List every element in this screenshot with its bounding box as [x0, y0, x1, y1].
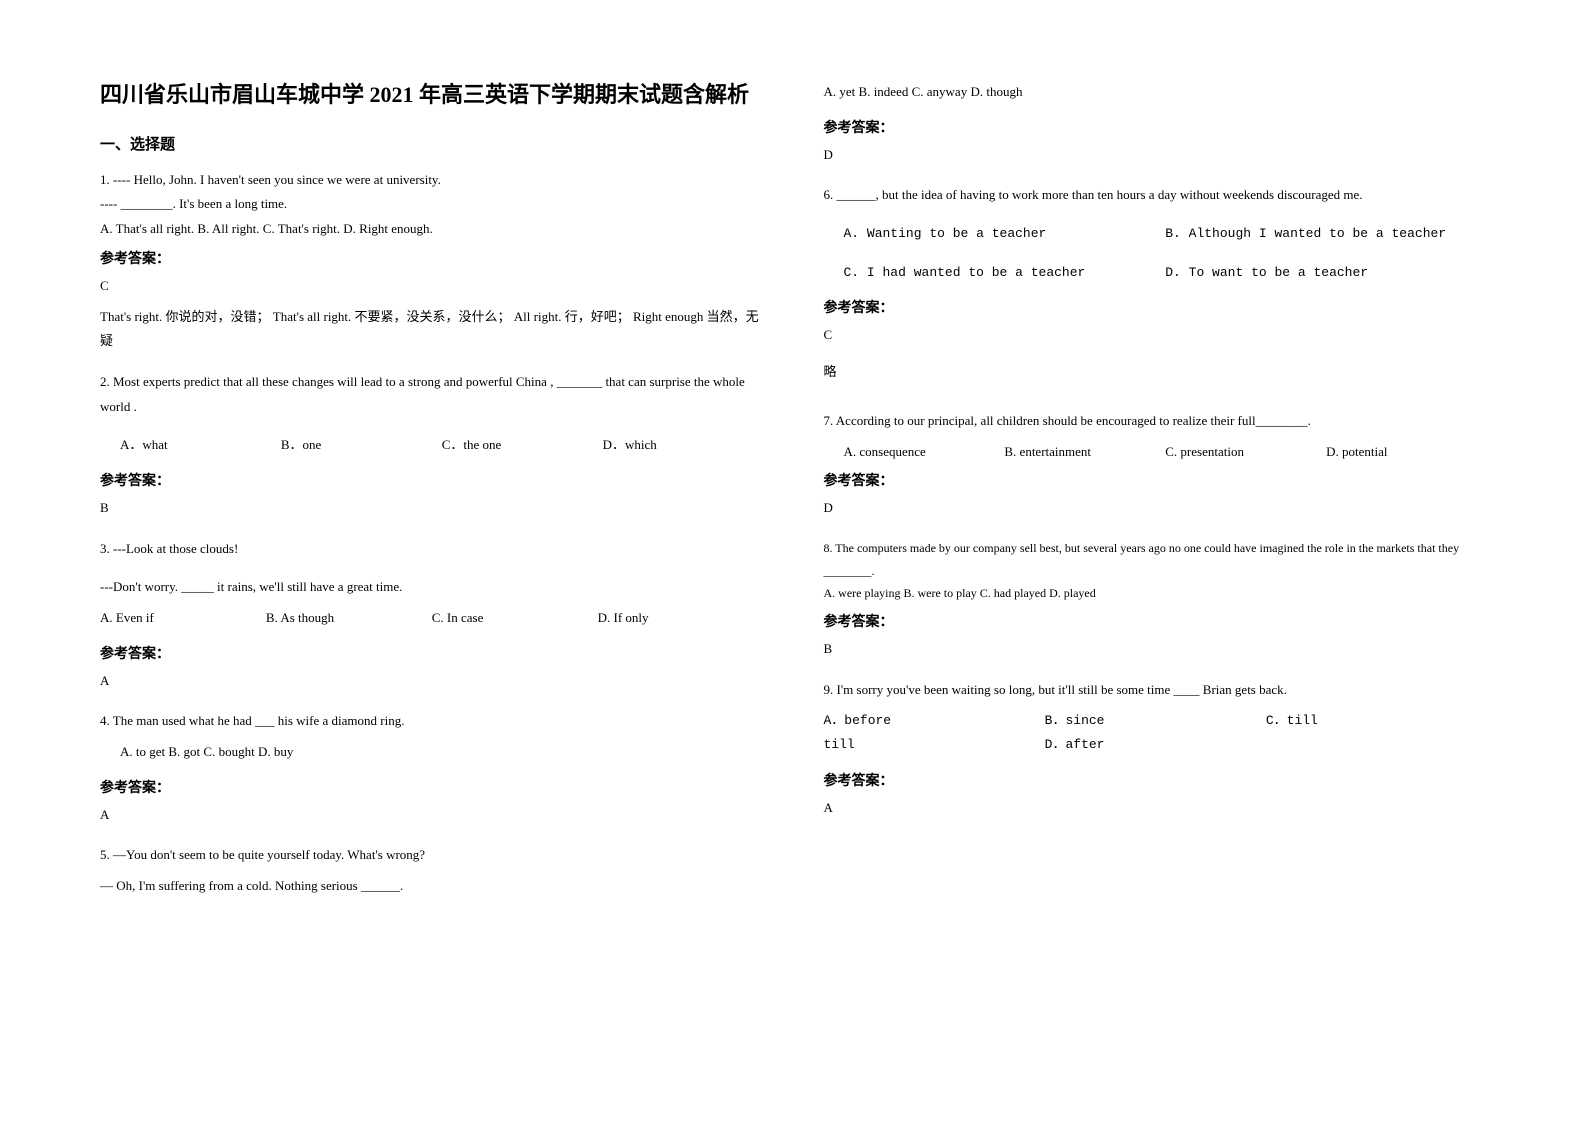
question-8: 8. The computers made by our company sel…: [824, 537, 1488, 668]
q7-options: A. consequence B. entertainment C. prese…: [824, 440, 1488, 465]
question-1: 1. ---- Hello, John. I haven't seen you …: [100, 168, 764, 360]
question-5-start: 5. —You don't seem to be quite yourself …: [100, 843, 764, 898]
q4-text: 4. The man used what he had ___ his wife…: [100, 709, 764, 734]
q6-row1: A. Wanting to be a teacher B. Although I…: [824, 222, 1488, 247]
q1-explanation: That's right. 你说的对，没错； That's all right.…: [100, 305, 764, 354]
q7-answer: D: [824, 496, 1488, 521]
q9-optB: B．since: [1045, 709, 1266, 734]
q2-optB: B．one: [281, 433, 442, 458]
question-7: 7. According to our principal, all child…: [824, 409, 1488, 527]
section-header: 一、选择题: [100, 133, 764, 154]
q4-answer: A: [100, 803, 764, 828]
q6-row2: C. I had wanted to be a teacher D. To wa…: [824, 261, 1488, 286]
question-4: 4. The man used what he had ___ his wife…: [100, 709, 764, 833]
question-2: 2. Most experts predict that all these c…: [100, 370, 764, 527]
q6-optC: C. I had wanted to be a teacher: [844, 261, 1166, 286]
q3-line1: 3. ---Look at those clouds!: [100, 537, 764, 562]
q6-omit: 略: [824, 360, 1488, 385]
q3-answer-label: 参考答案：: [100, 643, 764, 663]
q3-optD: D. If only: [598, 606, 764, 631]
q2-options: A．what B．one C．the one D．which: [100, 433, 764, 458]
q9-row1: A．before B．since C．till: [824, 709, 1488, 734]
q7-optA: A. consequence: [844, 440, 1005, 465]
q5-line2: — Oh, I'm suffering from a cold. Nothing…: [100, 874, 764, 899]
q1-answer: C: [100, 274, 764, 299]
q9-answer-label: 参考答案：: [824, 770, 1488, 790]
q9-row2: till D．after: [824, 733, 1488, 758]
q8-options: A. were playing B. were to play C. had p…: [824, 582, 1488, 605]
q3-optC: C. In case: [432, 606, 598, 631]
q9-optC: C．till: [1266, 709, 1487, 734]
q8-line1: 8. The computers made by our company sel…: [824, 537, 1488, 583]
left-column: 四川省乐山市眉山车城中学 2021 年高三英语下学期期末试题含解析 一、选择题 …: [100, 80, 764, 1082]
q7-optC: C. presentation: [1165, 440, 1326, 465]
q4-options: A. to get B. got C. bought D. buy: [100, 740, 764, 765]
q7-optB: B. entertainment: [1004, 440, 1165, 465]
q2-optD: D．which: [603, 433, 764, 458]
q6-answer: C: [824, 323, 1488, 348]
question-9: 9. I'm sorry you've been waiting so long…: [824, 678, 1488, 827]
q2-optC: C．the one: [442, 433, 603, 458]
question-6: 6. ______, but the idea of having to wor…: [824, 183, 1488, 384]
q2-answer: B: [100, 496, 764, 521]
q9-text: 9. I'm sorry you've been waiting so long…: [824, 678, 1488, 703]
question-5-end: A. yet B. indeed C. anyway D. though 参考答…: [824, 80, 1488, 173]
q6-text: 6. ______, but the idea of having to wor…: [824, 183, 1488, 208]
document-title: 四川省乐山市眉山车城中学 2021 年高三英语下学期期末试题含解析: [100, 80, 764, 111]
q1-line1: 1. ---- Hello, John. I haven't seen you …: [100, 168, 764, 193]
q2-answer-label: 参考答案：: [100, 470, 764, 490]
q1-answer-label: 参考答案：: [100, 248, 764, 268]
q5-answer: D: [824, 143, 1488, 168]
q2-text: 2. Most experts predict that all these c…: [100, 370, 764, 419]
q6-answer-label: 参考答案：: [824, 297, 1488, 317]
q9-optA: A．before: [824, 709, 1045, 734]
right-column: A. yet B. indeed C. anyway D. though 参考答…: [824, 80, 1488, 1082]
question-3: 3. ---Look at those clouds! ---Don't wor…: [100, 537, 764, 700]
q3-options: A. Even if B. As though C. In case D. If…: [100, 606, 764, 631]
q6-optB: B. Although I wanted to be a teacher: [1165, 222, 1487, 247]
q5-options: A. yet B. indeed C. anyway D. though: [824, 80, 1488, 105]
q9-answer: A: [824, 796, 1488, 821]
q3-optA: A. Even if: [100, 606, 266, 631]
q7-text: 7. According to our principal, all child…: [824, 409, 1488, 434]
q9-optD: D．after: [1045, 733, 1487, 758]
q3-optB: B. As though: [266, 606, 432, 631]
q3-line2: ---Don't worry. _____ it rains, we'll st…: [100, 575, 764, 600]
q4-answer-label: 参考答案：: [100, 777, 764, 797]
q7-optD: D. potential: [1326, 440, 1487, 465]
q8-answer-label: 参考答案：: [824, 611, 1488, 631]
q9-till: till: [824, 733, 1045, 758]
q8-answer: B: [824, 637, 1488, 662]
q2-optA: A．what: [120, 433, 281, 458]
q1-options: A. That's all right. B. All right. C. Th…: [100, 217, 764, 242]
q3-answer: A: [100, 669, 764, 694]
q6-optD: D. To want to be a teacher: [1165, 261, 1487, 286]
q6-optA: A. Wanting to be a teacher: [844, 222, 1166, 247]
q5-answer-label: 参考答案：: [824, 117, 1488, 137]
q7-answer-label: 参考答案：: [824, 470, 1488, 490]
q5-line1: 5. —You don't seem to be quite yourself …: [100, 843, 764, 868]
q1-line2: ---- ________. It's been a long time.: [100, 192, 764, 217]
